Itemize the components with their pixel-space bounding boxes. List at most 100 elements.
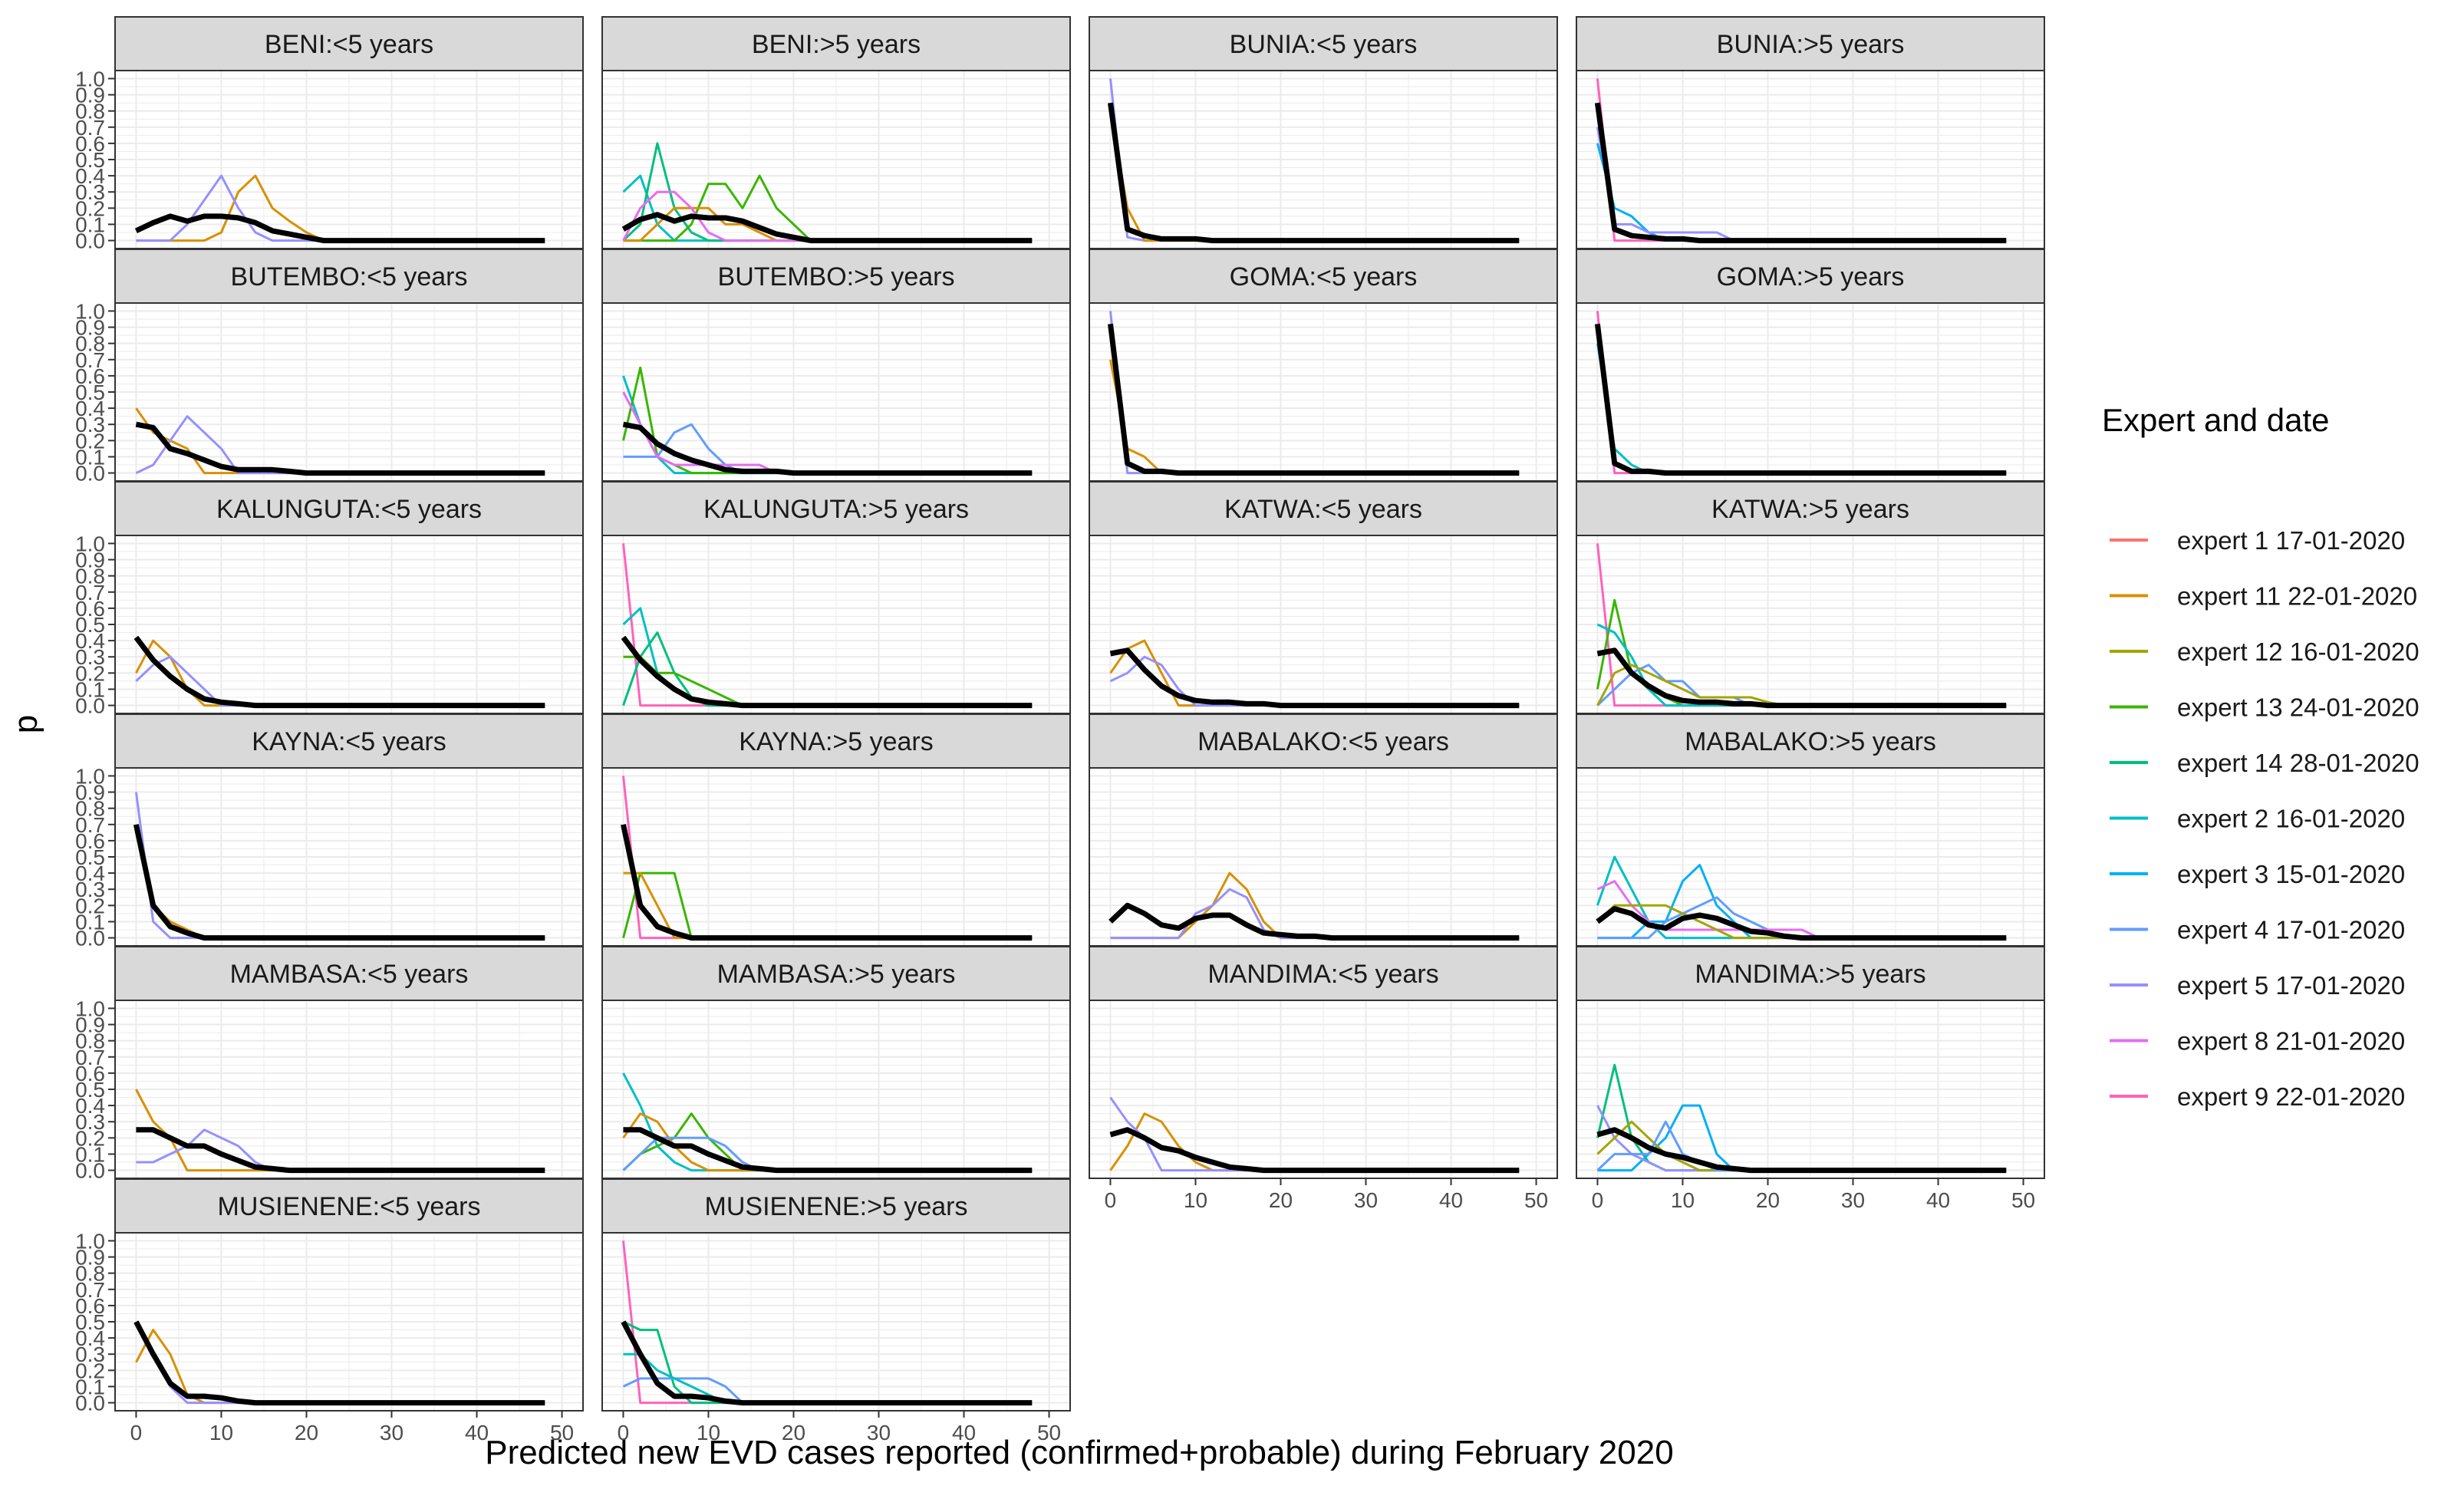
facet-strip-label: GOMA:<5 years [1230,262,1418,292]
y-tick-label: 0.4 [75,397,105,420]
y-tick-label: 0.6 [75,1294,105,1318]
facet-strip-label: BUNIA:>5 years [1717,30,1905,59]
facet-strip-label: BENI:<5 years [265,30,433,59]
y-tick-label: 0.8 [75,1262,105,1286]
y-tick-label: 0.2 [75,1126,105,1150]
pooled-series-line [621,635,1033,709]
pooled-series-line [134,213,545,244]
facet-strip-label: MAMBASA:<5 years [230,960,469,989]
y-tick-label: 0.9 [75,84,105,107]
pooled-series-line [133,1320,545,1406]
pooled-series-line [623,1127,1033,1174]
y-axis-title: p [7,715,44,733]
facet-panel: KATWA:>5 years [1576,481,2045,714]
y-tick-label: 1.0 [75,997,105,1020]
facet-panel: KATWA:<5 years [1089,481,1558,714]
y-tick-label: 0.1 [75,677,105,701]
facet-strip [1576,481,2045,536]
facet-strip-label: MAMBASA:>5 years [717,960,956,989]
y-tick-label: 0.5 [75,845,105,869]
x-tick-label: 0 [1592,1188,1604,1212]
x-tick-label: 30 [380,1421,404,1445]
y-tick-label: 0.7 [75,581,105,604]
y-tick-label: 0.3 [75,180,105,204]
y-tick-label: 0.0 [75,927,105,950]
legend-item: expert 5 17-01-2020 [2110,971,2405,1000]
y-tick-label: 0.3 [75,1110,105,1134]
y-tick-label: 0.8 [75,797,105,821]
facet-strip-label: MUSIENENE:<5 years [218,1192,481,1221]
x-tick-label: 40 [1926,1188,1950,1212]
legend-label: expert 1 17-01-2020 [2177,526,2405,555]
facet-strip-label: KALUNGUTA:<5 years [216,495,482,524]
pooled-series-line [135,421,545,476]
y-tick-label: 0.5 [75,148,105,172]
y-tick-label: 0.1 [75,910,105,934]
pooled-series-line [1109,647,1520,709]
y-tick-label: 0.6 [75,829,105,853]
y-tick-label: 0.1 [75,1375,105,1398]
y-tick-label: 0.7 [75,348,105,372]
y-tick-label: 0.7 [75,813,105,837]
facet-panel: KALUNGUTA:>5 years [601,481,1071,714]
facet-strip [114,481,584,536]
y-tick-label: 0.9 [75,781,105,805]
pooled-series-line [622,421,1033,476]
y-tick-label: 0.2 [75,661,105,685]
facet-strip-label: KATWA:>5 years [1711,495,1909,524]
y-tick-label: 0.8 [75,100,105,124]
y-tick-label: 0.5 [75,1078,105,1102]
legend-item: expert 2 16-01-2020 [2110,805,2405,833]
x-tick-label: 0 [130,1421,143,1445]
facet-strip-label: BUTEMBO:>5 years [718,262,955,292]
y-tick-label: 0.2 [75,429,105,453]
pooled-series-line [136,1127,545,1174]
pooled-series-line [1108,902,1520,941]
y-tick-label: 0.5 [75,613,105,637]
facet-strip [114,16,584,71]
facet-panel: GOMA:>5 years [1576,249,2045,482]
legend-label: expert 8 21-01-2020 [2177,1027,2405,1056]
x-tick-label: 10 [1184,1188,1207,1212]
x-tick-label: 10 [1671,1188,1695,1212]
y-tick-label: 1.0 [75,532,105,555]
facet-panel: MUSIENENE:>5 years 0 10 20 30 40 50 [601,1178,1071,1445]
facet-panel: KALUNGUTA:<5 years0.00.10.20.30.40.50.60… [75,481,584,718]
y-tick-label: 0.0 [75,1159,105,1183]
y-tick-label: 0.3 [75,413,105,436]
pooled-series-line [1108,323,1520,476]
facet-panel: MAMBASA:<5 years 0.00.10.20.30.40.50.60.7… [75,946,584,1183]
legend-item: expert 1 17-01-2020 [2110,526,2405,555]
y-tick-label: 0.4 [75,629,105,653]
legend-item: expert 13 24-01-2020 [2110,693,2420,722]
pooled-series-line [1596,906,2007,941]
y-tick-label: 0.1 [75,445,105,469]
facet-panel: BENI:>5 years [601,16,1071,249]
pooled-series-line [133,635,545,709]
x-tick-label: 0 [618,1421,630,1445]
panel-border [1089,1000,1558,1179]
facet-panel: BUTEMBO:>5 years [601,249,1071,482]
facet-panel: BENI:<5 years 0.00.10.20.30.40.50.60.70.8… [75,16,584,253]
y-tick-label: 0.7 [75,116,105,140]
legend-label: expert 3 15-01-2020 [2177,860,2405,888]
legend-label: expert 11 22-01-2020 [2177,582,2417,611]
x-tick-label: 50 [550,1421,574,1445]
facet-panel: BUNIA:>5 years [1576,16,2045,249]
y-tick-label: 0.6 [75,597,105,621]
facet-panel: BUNIA:<5 years [1089,16,1558,249]
y-tick-label: 0.2 [75,1359,105,1382]
x-tick-label: 50 [1524,1188,1548,1212]
facet-strip-label: BENI:>5 years [752,30,921,59]
facet-strip [114,713,584,769]
pooled-series-line [1108,102,1520,244]
y-tick-label: 0.0 [75,694,105,718]
facet-strip-label: KAYNA:>5 years [739,727,934,756]
pooled-series-line [1596,1127,2007,1174]
facet-strip [1089,481,1558,536]
y-tick-label: 1.0 [75,67,105,91]
y-tick-label: 0.5 [75,380,105,404]
facet-panel: MUSIENENE:<5 years0.00.10.20.30.40.50.60… [75,1178,584,1445]
x-tick-label: 50 [2011,1188,2035,1212]
y-tick-label: 0.6 [75,1062,105,1085]
